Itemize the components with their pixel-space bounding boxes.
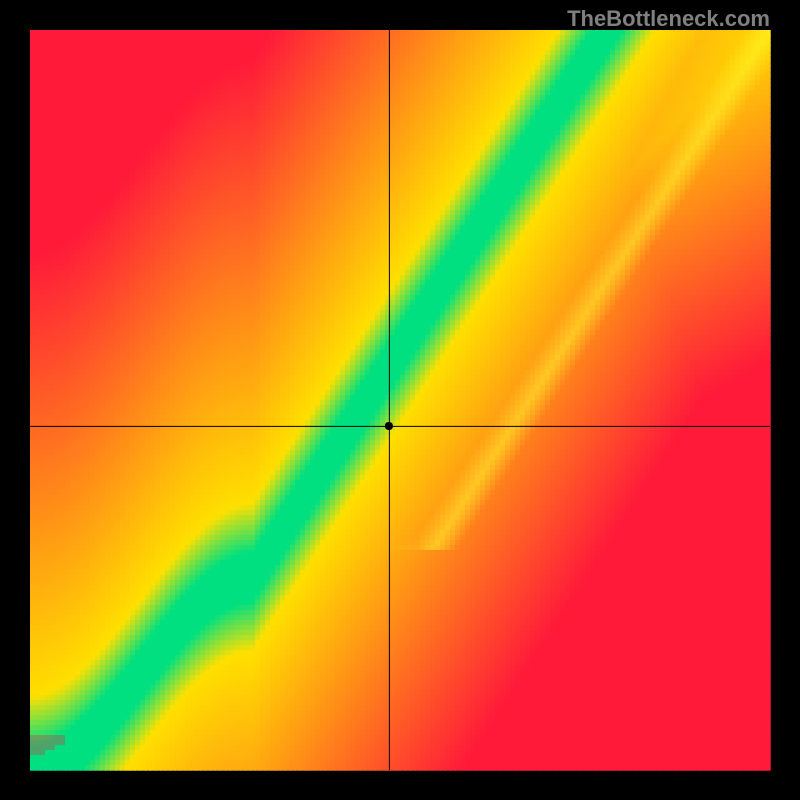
chart-container: TheBottleneck.com bbox=[0, 0, 800, 800]
heatmap-canvas bbox=[0, 0, 800, 800]
watermark-text: TheBottleneck.com bbox=[567, 6, 770, 32]
